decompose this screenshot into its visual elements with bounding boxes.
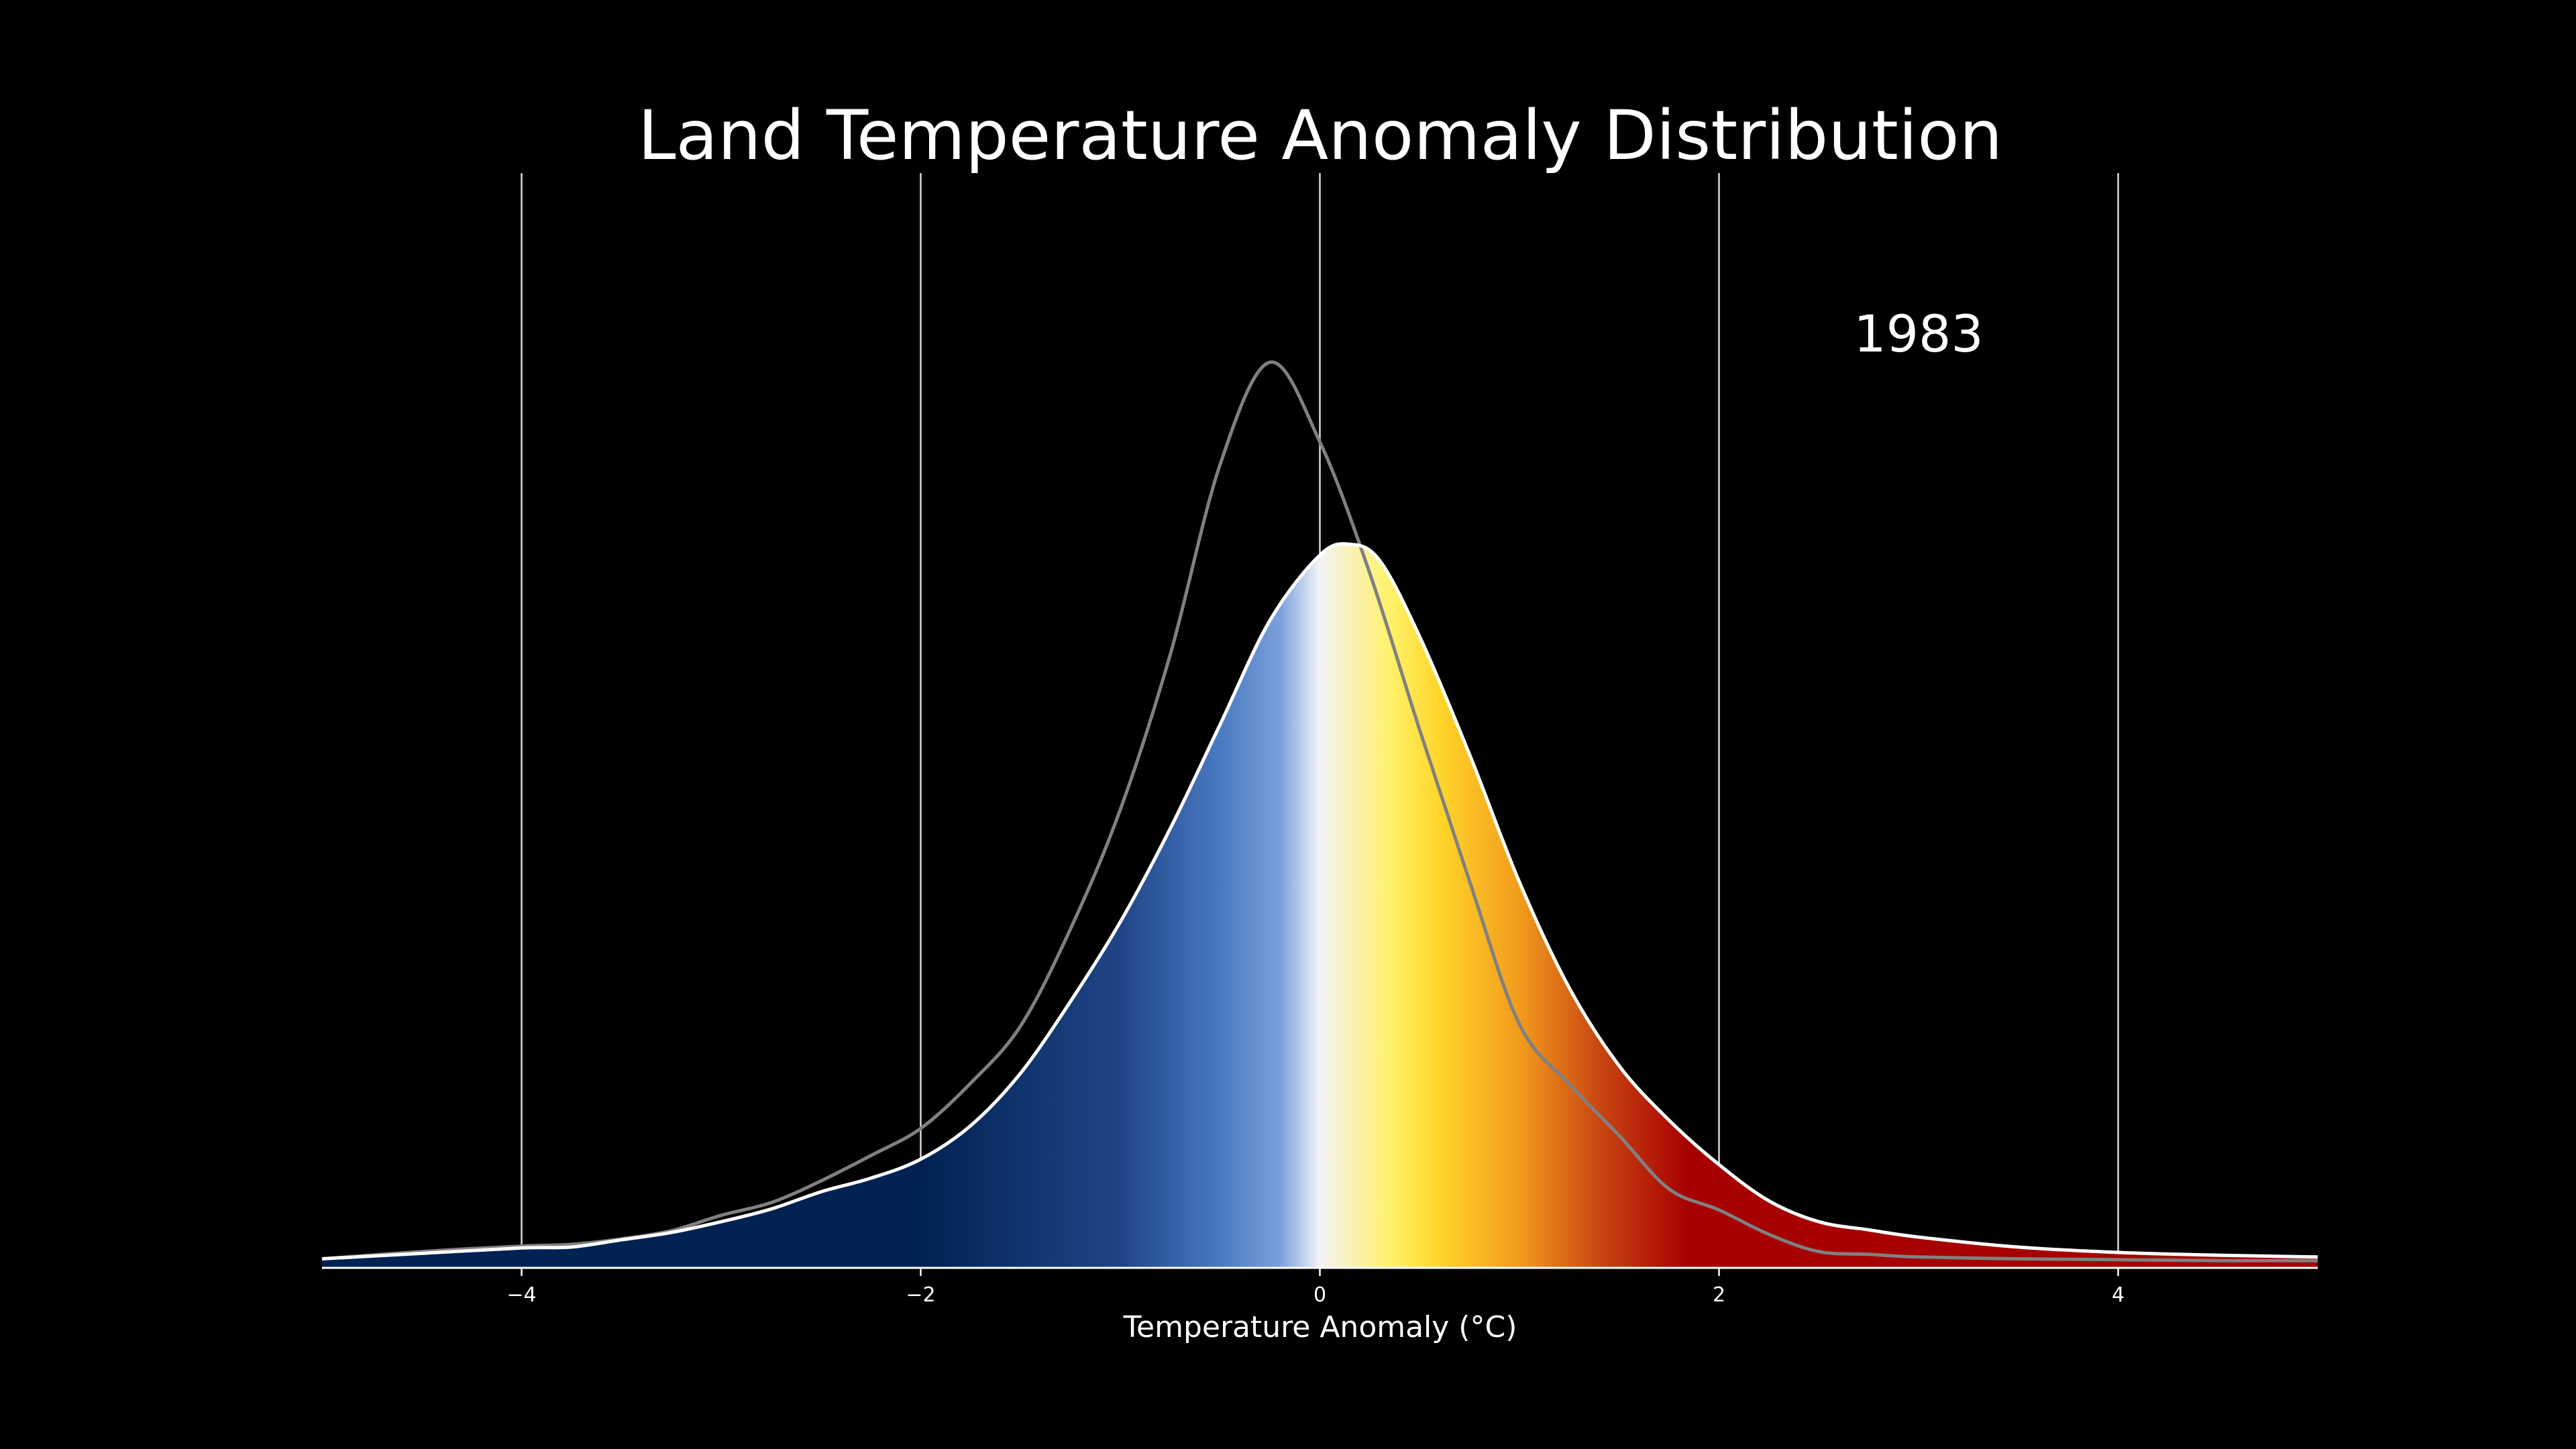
chart-title: Land Temperature Anomaly Distribution: [638, 96, 2003, 176]
x-tick-label: 0: [1313, 1283, 1326, 1307]
current-distribution-fill: [322, 543, 2318, 1268]
x-tick-label: 2: [1713, 1283, 1725, 1307]
x-axis-ticks: −4 −2 0 2 4: [506, 1268, 2125, 1307]
x-tick-label: −4: [506, 1283, 536, 1307]
x-axis-label: Temperature Anomaly (°C): [1123, 1310, 1517, 1344]
x-tick-label: 4: [2112, 1283, 2125, 1307]
x-tick-label: −2: [906, 1283, 935, 1307]
current-distribution-line: [321, 542, 2318, 1260]
baseline-distribution-line: [321, 360, 2318, 1263]
year-label: 1983: [1854, 304, 1983, 364]
